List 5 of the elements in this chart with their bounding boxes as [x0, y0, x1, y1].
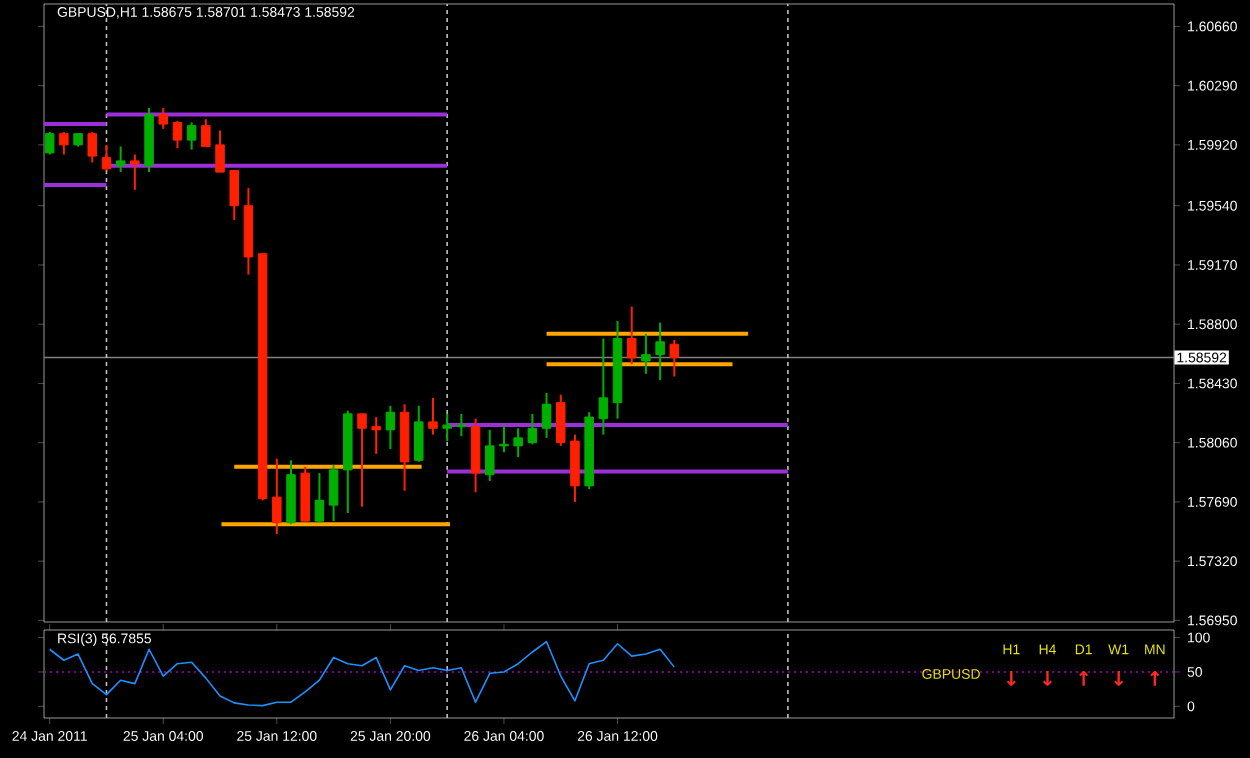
annotation: ↓	[1042, 671, 1052, 686]
annotation: ↑	[1150, 671, 1160, 686]
annotation: ↓	[1114, 671, 1124, 686]
annotation: ↓	[1006, 671, 1016, 686]
annotation: ↑	[1079, 671, 1089, 686]
